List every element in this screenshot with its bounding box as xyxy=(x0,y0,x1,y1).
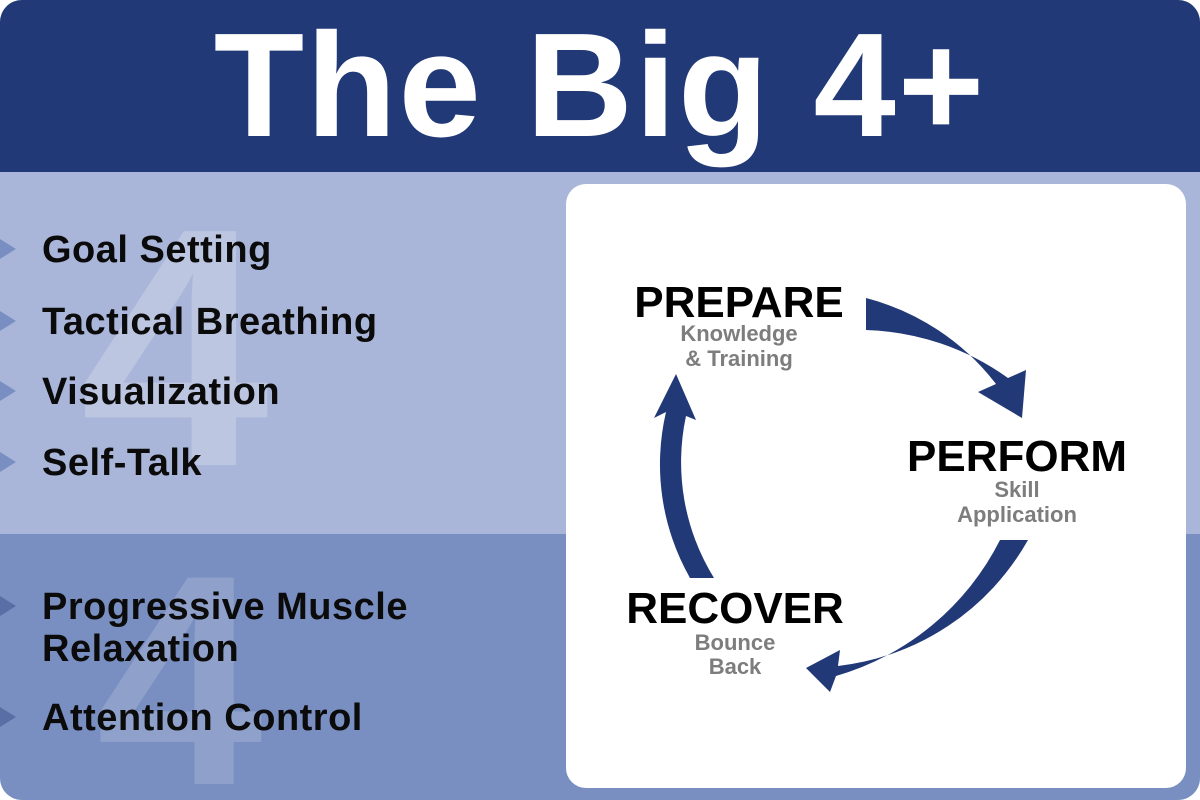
skill-visualization: Visualization xyxy=(42,371,281,413)
stage-recover-subtitle: Bounce xyxy=(694,630,776,655)
bullet-arrow-icon xyxy=(0,596,16,616)
skill-progressive-muscle-relaxation: Progressive Muscle Relaxation xyxy=(42,586,408,670)
ghost-four-numeral: 4 xyxy=(80,158,270,538)
stage-recover-label: RECOVER xyxy=(626,584,844,633)
bullet-arrow-icon xyxy=(0,311,16,331)
stage-prepare-subtitle: Knowledge xyxy=(680,321,798,346)
stage-prepare-label: PREPARE xyxy=(634,278,844,327)
stage-recover-subtitle: Back xyxy=(708,654,762,679)
skill-self-talk: Self-Talk xyxy=(42,442,203,484)
cycle-arrow-icon xyxy=(806,540,1028,692)
header-banner: The Big 4+ xyxy=(0,0,1200,172)
cycle-arrow-icon xyxy=(654,374,714,578)
bullet-arrow-icon xyxy=(0,381,16,401)
ghost-four-numeral-bottom: 4 xyxy=(96,512,263,800)
stage-perform-subtitle: Skill xyxy=(994,477,1040,502)
stage-perform-label: PERFORM xyxy=(907,432,1127,481)
stage-prepare-subtitle: & Training xyxy=(685,346,793,371)
bullet-arrow-icon xyxy=(0,707,16,727)
skill-tactical-breathing: Tactical Breathing xyxy=(42,301,378,343)
stage-perform-subtitle: Application xyxy=(957,502,1077,527)
page-title: The Big 4+ xyxy=(213,3,987,168)
skill-line: Progressive Muscle xyxy=(42,586,408,628)
bullet-arrow-icon xyxy=(0,239,16,259)
bullet-arrow-icon xyxy=(0,452,16,472)
skill-line: Relaxation xyxy=(42,628,240,670)
skill-goal-setting: Goal Setting xyxy=(42,229,272,271)
cycle-arrow-icon xyxy=(866,298,1026,418)
skill-attention-control: Attention Control xyxy=(42,697,363,739)
